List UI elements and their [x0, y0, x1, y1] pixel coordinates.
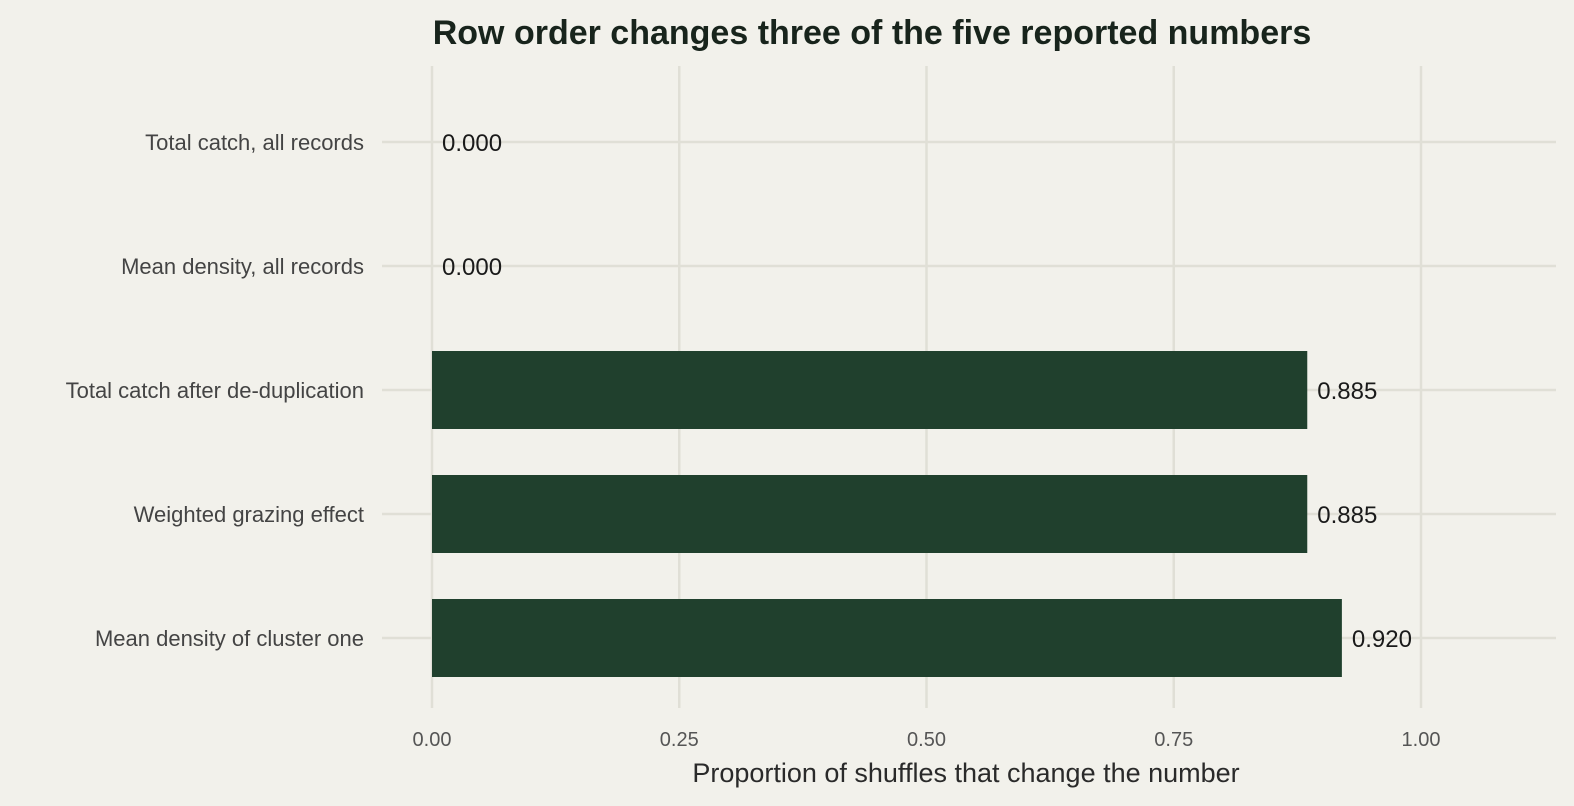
labels: 0.00 0.25 0.50 0.75 1.00 Total catch, all rec…	[66, 130, 1441, 751]
x-tick-label: 0.75	[1154, 729, 1193, 751]
x-tick-label: 0.50	[907, 729, 946, 751]
value-label: 0.000	[442, 130, 502, 157]
value-label: 0.000	[442, 254, 502, 281]
value-label: 0.885	[1317, 502, 1377, 529]
category-label: Mean density of cluster one	[95, 626, 364, 651]
bar	[432, 475, 1308, 553]
x-tick-label: 0.25	[660, 729, 699, 751]
category-label: Total catch after de-duplication	[66, 378, 364, 403]
category-label: Mean density, all records	[121, 254, 364, 279]
x-tick-label: 1.00	[1402, 729, 1441, 751]
category-label: Total catch, all records	[145, 130, 364, 155]
x-tick-label: 0.00	[413, 729, 452, 751]
x-axis-title: Proportion of shuffles that change the n…	[692, 758, 1239, 788]
bars	[432, 351, 1342, 677]
chart-title: Row order changes three of the five repo…	[433, 14, 1312, 52]
bar	[432, 351, 1308, 429]
category-label: Weighted grazing effect	[134, 502, 364, 527]
bar	[432, 599, 1342, 677]
value-label: 0.920	[1352, 626, 1412, 653]
value-label: 0.885	[1317, 378, 1377, 405]
